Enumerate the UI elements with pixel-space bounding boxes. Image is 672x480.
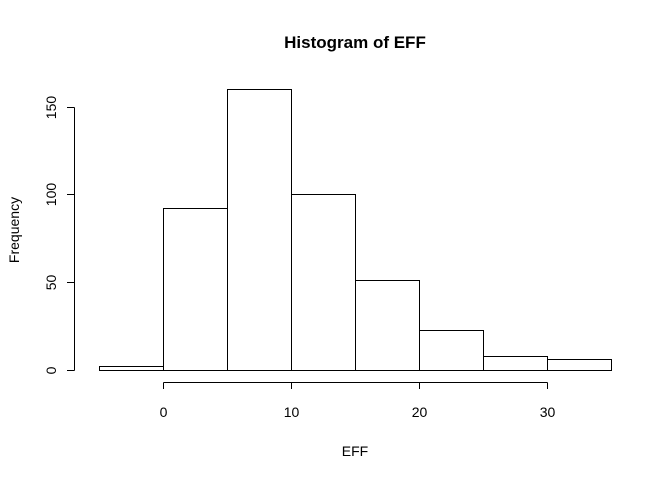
x-tick-label: 30 — [540, 404, 556, 420]
histogram-bar — [291, 194, 356, 371]
histogram-bar — [99, 366, 164, 371]
histogram-bar — [355, 280, 420, 371]
y-axis-label: Frequency — [6, 197, 22, 263]
x-tick-label: 20 — [412, 404, 428, 420]
chart-title: Histogram of EFF — [284, 33, 426, 52]
histogram-bar — [547, 359, 612, 371]
y-tick-label: 50 — [43, 275, 59, 291]
histogram-bar — [227, 89, 292, 371]
y-tick-label: 100 — [43, 183, 59, 207]
histogram-bar — [483, 356, 548, 371]
x-tick-label: 0 — [160, 404, 168, 420]
bars-group — [99, 89, 612, 371]
y-axis: 0 50 100 150 — [43, 96, 75, 374]
x-axis-label: EFF — [342, 443, 368, 459]
y-tick-label: 0 — [43, 366, 59, 374]
histogram-bar — [419, 330, 484, 371]
x-tick-label: 10 — [284, 404, 300, 420]
y-tick-label: 150 — [43, 96, 59, 120]
histogram-bar — [163, 208, 228, 371]
x-axis: 0 10 20 30 — [160, 382, 556, 420]
